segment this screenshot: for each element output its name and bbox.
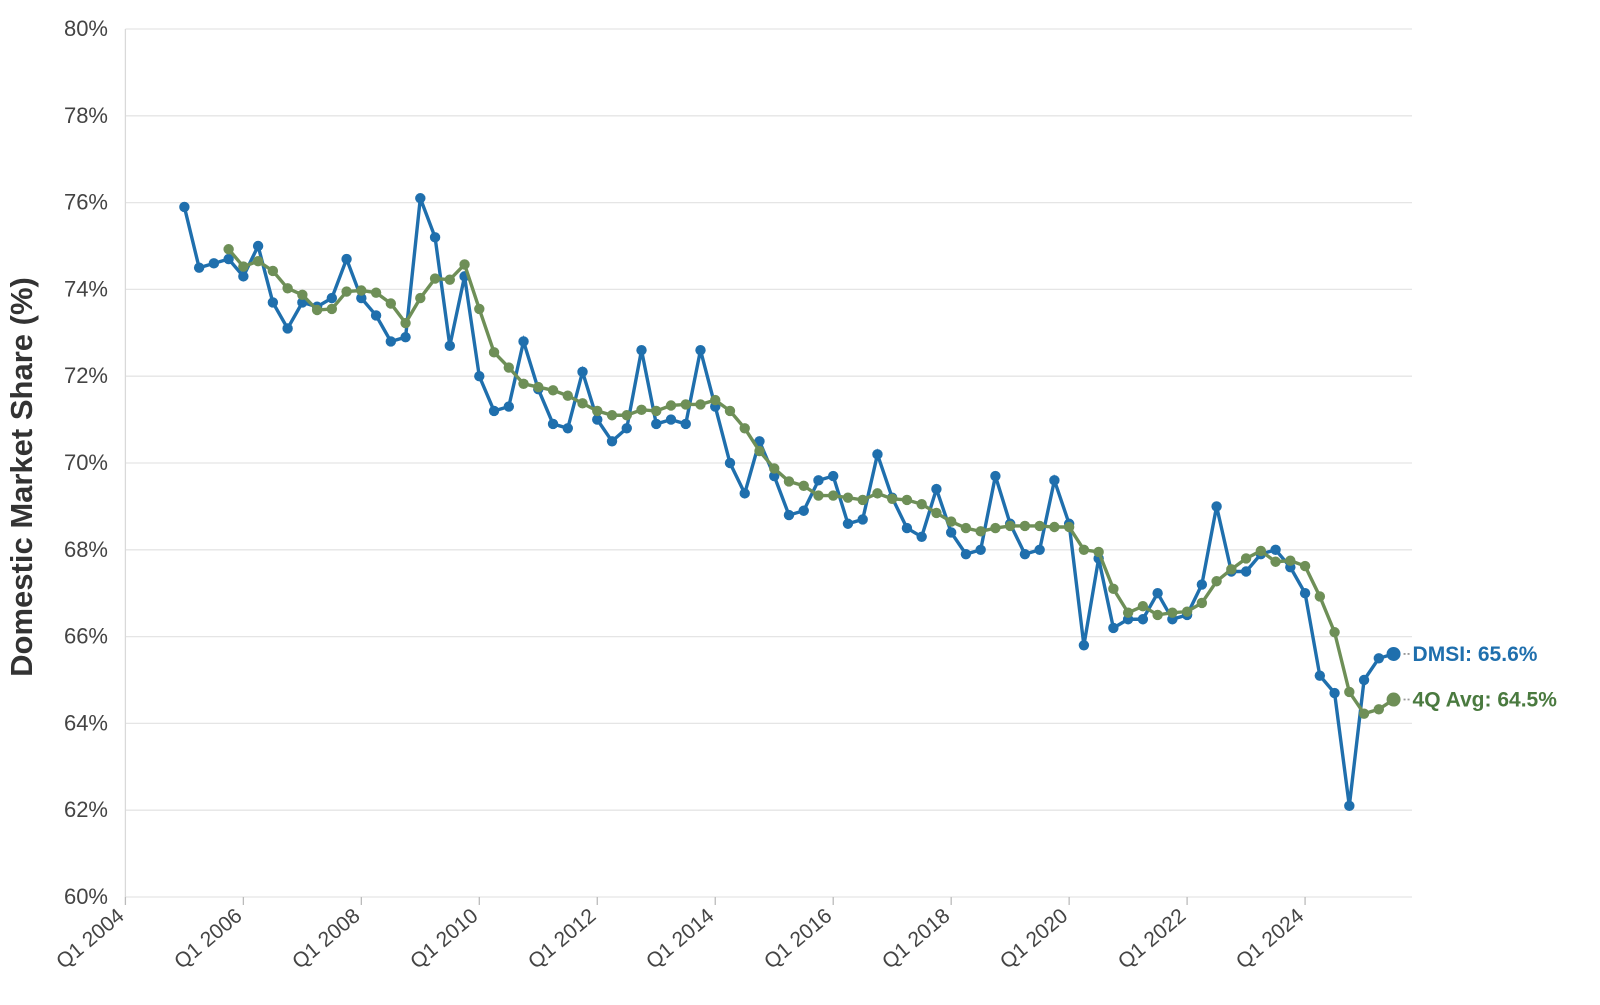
svg-text:DMSI: 65.6%: DMSI: 65.6% [1413, 643, 1538, 666]
svg-text:64%: 64% [64, 710, 108, 735]
svg-text:78%: 78% [64, 103, 108, 128]
svg-text:Domestic Market Share (%): Domestic Market Share (%) [4, 277, 39, 677]
svg-text:76%: 76% [64, 190, 108, 215]
svg-text:70%: 70% [64, 450, 108, 475]
svg-text:60%: 60% [64, 884, 108, 909]
svg-text:66%: 66% [64, 624, 108, 649]
svg-text:68%: 68% [64, 537, 108, 562]
svg-text:80%: 80% [64, 16, 108, 41]
svg-text:4Q Avg: 64.5%: 4Q Avg: 64.5% [1413, 689, 1558, 712]
svg-text:74%: 74% [64, 276, 108, 301]
svg-text:62%: 62% [64, 797, 108, 822]
svg-text:72%: 72% [64, 363, 108, 388]
